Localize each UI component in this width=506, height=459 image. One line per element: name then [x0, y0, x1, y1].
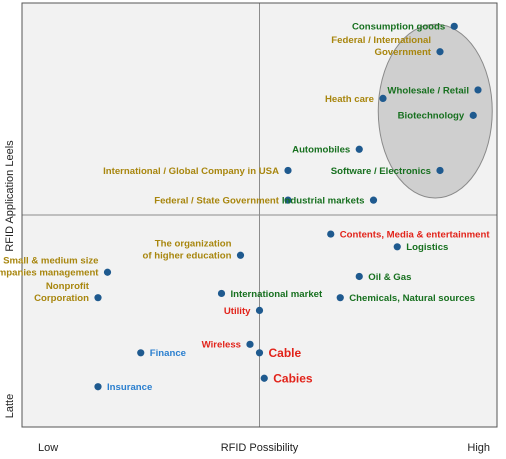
- data-point: [255, 306, 264, 314]
- point-label: Industrial markets: [282, 196, 365, 207]
- data-point: [255, 349, 264, 357]
- point-label: Utility: [224, 306, 251, 317]
- point-label: The organization of higher education: [142, 239, 231, 262]
- data-point: [137, 349, 145, 357]
- data-point: [379, 94, 387, 102]
- data-point: [94, 294, 102, 302]
- point-label: Cabies: [273, 371, 313, 385]
- data-point: [103, 268, 112, 276]
- point-label: Biotechnology: [398, 111, 465, 122]
- point-label: Software / Electronics: [331, 166, 431, 177]
- point-label: Oil & Gas: [368, 272, 411, 283]
- point-label: International / Global Company in USA: [103, 166, 279, 177]
- data-point: [474, 86, 482, 94]
- point-label: Automobiles: [292, 145, 350, 156]
- data-point: [436, 166, 444, 175]
- point-label: Federal / International Government: [331, 35, 432, 58]
- data-point: [236, 251, 245, 259]
- points-layer: [94, 22, 482, 391]
- x-tick-label-high: High: [467, 442, 490, 454]
- point-label: Small & medium sizecompanies management: [0, 256, 99, 279]
- point-label: Chemicals, Natural sources: [349, 293, 475, 304]
- data-point: [369, 196, 378, 204]
- point-label: Contents, Media & entertainment: [340, 229, 491, 240]
- point-label: Insurance: [107, 382, 152, 393]
- data-point: [246, 340, 254, 348]
- data-point: [450, 22, 458, 30]
- point-label: Logistics: [406, 242, 448, 253]
- highlight-ellipse: [377, 23, 493, 199]
- x-tick-label-low: Low: [38, 442, 58, 454]
- point-label: International market: [231, 289, 324, 300]
- point-label: Wholesale / Retail: [387, 85, 469, 96]
- x-axis-title: RFID Possibility: [221, 442, 299, 454]
- labels-layer: Consumption goods Federal / International…: [0, 22, 490, 393]
- data-point: [336, 294, 344, 302]
- point-label: Finance: [150, 348, 186, 359]
- point-label: Nonprofit Corporation: [34, 281, 90, 304]
- y-tick-label-low: Latte: [4, 394, 16, 418]
- data-point: [217, 289, 226, 298]
- data-point: [284, 166, 292, 175]
- data-point: [260, 374, 268, 382]
- data-point: [284, 196, 292, 204]
- data-point: [355, 145, 363, 153]
- plot-border: [21, 2, 498, 428]
- point-label: Wireless: [202, 340, 241, 351]
- point-label: Cable: [269, 346, 302, 360]
- data-point: [327, 230, 335, 238]
- data-point: [94, 383, 102, 391]
- point-label: Federal / State Government: [154, 196, 280, 207]
- data-point: [355, 272, 363, 281]
- point-label: Heath care: [325, 94, 374, 105]
- point-label: Consumption goods: [352, 22, 445, 33]
- y-axis-title: RFID Application Leels: [4, 140, 16, 252]
- data-point: [469, 111, 477, 119]
- data-point: [393, 243, 401, 251]
- data-point: [436, 48, 444, 56]
